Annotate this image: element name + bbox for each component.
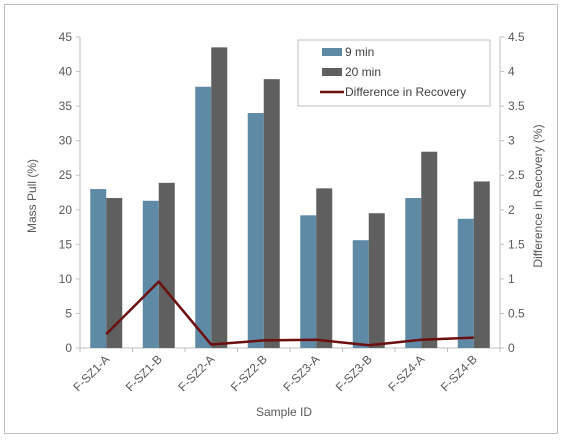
y-axis-title: Mass Pull (%) (25, 159, 39, 233)
y2-axis-title: Difference in Recovery (%) (531, 124, 545, 267)
y2-tick-label: 2.5 (508, 168, 525, 182)
x-tick-label: F-SZ4-B (438, 352, 480, 394)
bar (473, 181, 490, 348)
legend-label: Difference in Recovery (345, 85, 466, 99)
plot-area: 0 5 10 15 20 25 30 35 40 45 0 0.5 1 1.5 2 2.5 3 3.5 4 4.5 F-… (59, 30, 525, 394)
bar (457, 218, 474, 348)
y2-tick-label: 3.5 (508, 99, 525, 113)
y-tick-label: 30 (59, 134, 73, 148)
bar (106, 198, 123, 348)
y2-tick-label: 0.5 (508, 306, 525, 320)
x-tick-label: F-SZ2-B (228, 352, 270, 394)
legend-label: 20 min (345, 65, 381, 79)
y-tick-label: 0 (65, 341, 72, 355)
bar (90, 189, 107, 348)
legend-swatch (322, 48, 342, 56)
bar (316, 188, 333, 348)
y2-tick-label: 4 (508, 65, 515, 79)
y-tick-label: 15 (59, 237, 73, 251)
line-series-difference-in-recovery (105, 280, 474, 347)
bar (142, 200, 159, 348)
legend-label: 9 min (345, 45, 374, 59)
x-tick-label: F-SZ4-A (385, 352, 427, 394)
y-tick-label: 25 (59, 168, 73, 182)
legend-swatch (322, 68, 342, 76)
y-tick-label: 45 (59, 30, 73, 44)
y2-tick-label: 1.5 (508, 237, 525, 251)
y-tick-label: 40 (59, 65, 73, 79)
y2-tick-label: 4.5 (508, 30, 525, 44)
bar (195, 86, 212, 348)
y-tick-label: 5 (65, 306, 72, 320)
bar (368, 213, 385, 348)
bar (263, 79, 280, 348)
bar (300, 215, 317, 348)
y2-tick-label: 2 (508, 203, 515, 217)
x-tick-label: F-SZ3-B (333, 352, 375, 394)
y2-tick-label: 1 (508, 272, 515, 286)
y-tick-label: 10 (59, 272, 73, 286)
y2-tick-label: 3 (508, 134, 515, 148)
bar (421, 151, 438, 348)
x-tick-label: F-SZ1-A (70, 352, 112, 394)
x-axis-title: Sample ID (256, 405, 312, 419)
bar (352, 240, 369, 348)
bar (405, 198, 422, 348)
bar (158, 182, 175, 348)
y2-tick-label: 0 (508, 341, 515, 355)
x-tick-label: F-SZ3-A (280, 352, 322, 394)
bar (247, 113, 264, 349)
bar (211, 47, 228, 348)
x-tick-label: F-SZ2-A (175, 352, 217, 394)
x-tick-label: F-SZ1-B (123, 352, 165, 394)
y-tick-label: 20 (59, 203, 73, 217)
y-tick-label: 35 (59, 99, 73, 113)
